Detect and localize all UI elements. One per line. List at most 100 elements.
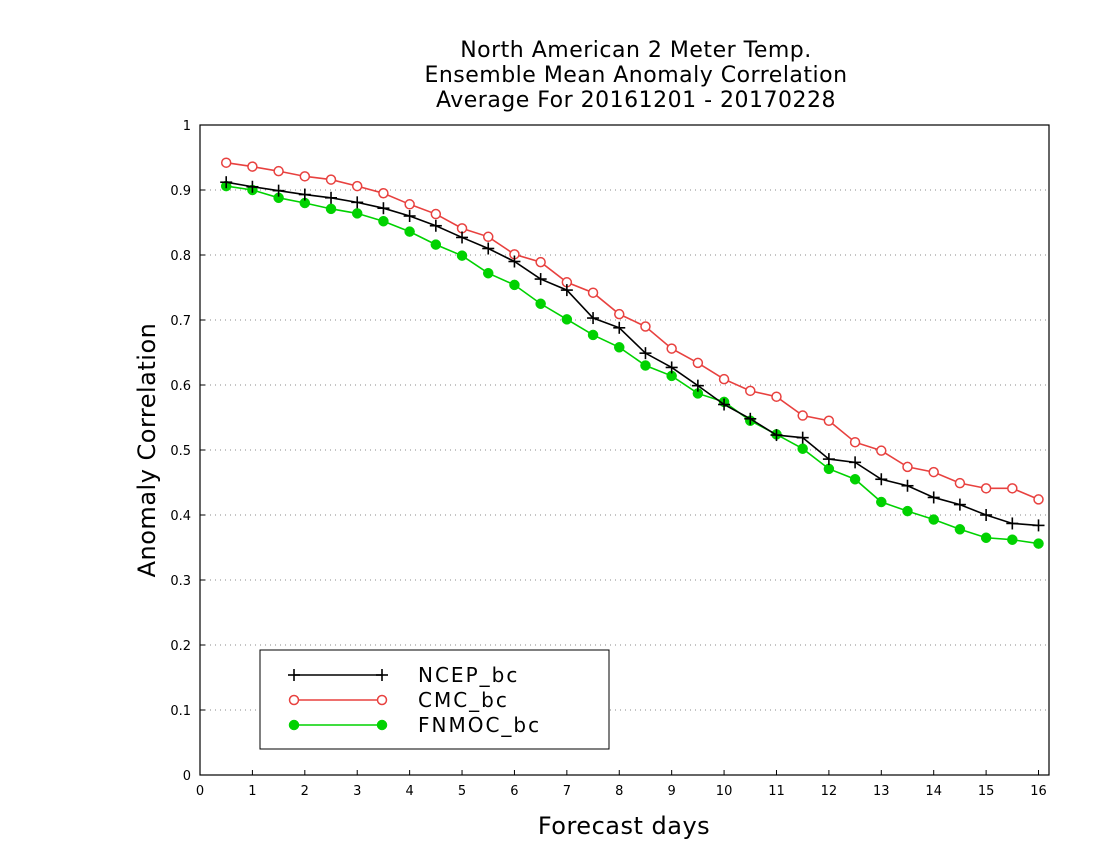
x-tick-label: 13	[873, 784, 890, 799]
legend-marker	[288, 694, 300, 706]
x-tick-label: 11	[768, 784, 785, 799]
data-point-cmc-bc	[980, 483, 992, 494]
data-point-cmc-bc	[482, 231, 494, 243]
x-tick-label: 8	[615, 784, 623, 799]
data-point-cmc-bc	[640, 321, 651, 332]
legend-item-ncep-bc: NCEP_bc	[288, 663, 519, 687]
grid-lines	[200, 189, 1049, 711]
data-point-fnmoc-bc	[482, 267, 494, 279]
data-point-fnmoc-bc	[378, 215, 389, 227]
data-point-ncep-bc	[613, 321, 626, 334]
data-point-ncep-bc	[849, 456, 862, 469]
data-point-fnmoc-bc	[509, 279, 520, 291]
data-point-ncep-bc	[1032, 519, 1045, 532]
data-point-ncep-bc	[482, 242, 495, 255]
axis-ticks: 00.10.20.30.40.50.60.70.80.910 1 2 3 4 5 6 7 8 9 1…	[170, 119, 1046, 799]
legend-marker	[376, 719, 388, 731]
data-point-cmc-bc	[220, 157, 232, 168]
series-line-ncep-bc	[226, 181, 1039, 527]
legend-item-cmc-bc: CMC_bc	[288, 688, 507, 712]
data-point-ncep-bc	[246, 180, 259, 193]
data-point-ncep-bc	[875, 473, 888, 486]
data-point-cmc-bc	[351, 180, 363, 192]
y-axis-label: Anomaly Correlation	[133, 323, 161, 578]
legend-label: NCEP_bc	[418, 663, 519, 687]
data-point-cmc-bc	[902, 461, 913, 473]
data-point-ncep-bc	[770, 429, 783, 442]
data-point-ncep-bc	[403, 210, 416, 222]
legend-label: FNMOC_bc	[418, 713, 541, 737]
data-point-fnmoc-bc	[876, 496, 887, 508]
data-point-fnmoc-bc	[849, 474, 861, 485]
data-point-cmc-bc	[378, 188, 389, 199]
data-point-ncep-bc	[718, 398, 731, 411]
data-point-ncep-bc	[560, 284, 573, 297]
data-point-cmc-bc	[954, 477, 966, 489]
data-point-ncep-bc	[508, 255, 521, 268]
data-point-ncep-bc	[534, 273, 547, 286]
x-tick-label: 15	[978, 784, 995, 799]
data-point-ncep-bc	[980, 509, 993, 521]
data-point-cmc-bc	[247, 161, 258, 172]
series-cmc-bc	[220, 157, 1044, 505]
data-point-cmc-bc	[797, 410, 808, 421]
y-tick-label: 0.4	[170, 509, 191, 524]
data-point-ncep-bc	[953, 498, 966, 511]
data-point-ncep-bc	[220, 176, 233, 189]
data-point-ncep-bc	[665, 361, 678, 374]
legend-item-fnmoc-bc: FNMOC_bc	[288, 713, 541, 737]
legend-marker	[376, 669, 388, 681]
data-point-cmc-bc	[849, 436, 861, 448]
series-fnmoc-bc	[220, 180, 1044, 549]
x-tick-label: 3	[353, 784, 361, 799]
data-point-cmc-bc	[745, 385, 756, 397]
data-point-cmc-bc	[404, 199, 415, 210]
y-tick-label: 0	[183, 769, 191, 784]
y-tick-label: 0.3	[170, 574, 191, 589]
data-point-cmc-bc	[273, 165, 284, 177]
x-tick-label: 7	[563, 784, 571, 799]
x-tick-label: 2	[301, 784, 309, 799]
data-point-cmc-bc	[718, 373, 730, 385]
data-point-fnmoc-bc	[404, 226, 415, 237]
series-ncep-bc	[220, 176, 1045, 532]
data-point-fnmoc-bc	[351, 208, 363, 219]
data-point-ncep-bc	[1006, 517, 1019, 530]
data-point-cmc-bc	[614, 308, 625, 320]
x-axis-label: Forecast days	[538, 812, 710, 840]
data-point-fnmoc-bc	[587, 329, 599, 341]
y-tick-label: 0.9	[170, 184, 191, 199]
data-point-ncep-bc	[298, 188, 311, 201]
legend-marker	[376, 694, 388, 706]
data-point-fnmoc-bc	[430, 239, 442, 250]
data-point-cmc-bc	[325, 174, 337, 185]
legend-marker	[288, 719, 300, 731]
data-point-cmc-bc	[299, 171, 311, 182]
data-point-cmc-bc	[876, 445, 887, 456]
data-point-fnmoc-bc	[614, 342, 625, 353]
data-point-cmc-bc	[535, 256, 546, 268]
data-point-cmc-bc	[587, 287, 599, 298]
x-tick-label: 1	[248, 784, 256, 799]
data-point-fnmoc-bc	[325, 203, 337, 215]
y-tick-label: 0.2	[170, 639, 191, 654]
series-layer	[220, 157, 1045, 549]
x-tick-label: 12	[821, 784, 838, 799]
data-point-cmc-bc	[1007, 483, 1018, 494]
y-tick-label: 0.8	[170, 249, 191, 264]
data-point-fnmoc-bc	[1007, 534, 1018, 545]
data-point-ncep-bc	[351, 196, 364, 209]
y-tick-label: 0.6	[170, 379, 191, 394]
data-point-ncep-bc	[325, 191, 338, 204]
legend-marker	[288, 669, 300, 681]
y-tick-label: 0.5	[170, 444, 191, 459]
data-point-ncep-bc	[587, 312, 600, 325]
x-tick-label: 10	[716, 784, 733, 799]
data-point-fnmoc-bc	[980, 532, 992, 543]
data-point-fnmoc-bc	[823, 463, 835, 475]
data-point-ncep-bc	[377, 202, 390, 215]
x-tick-label: 4	[405, 784, 413, 799]
data-point-fnmoc-bc	[1033, 538, 1044, 549]
